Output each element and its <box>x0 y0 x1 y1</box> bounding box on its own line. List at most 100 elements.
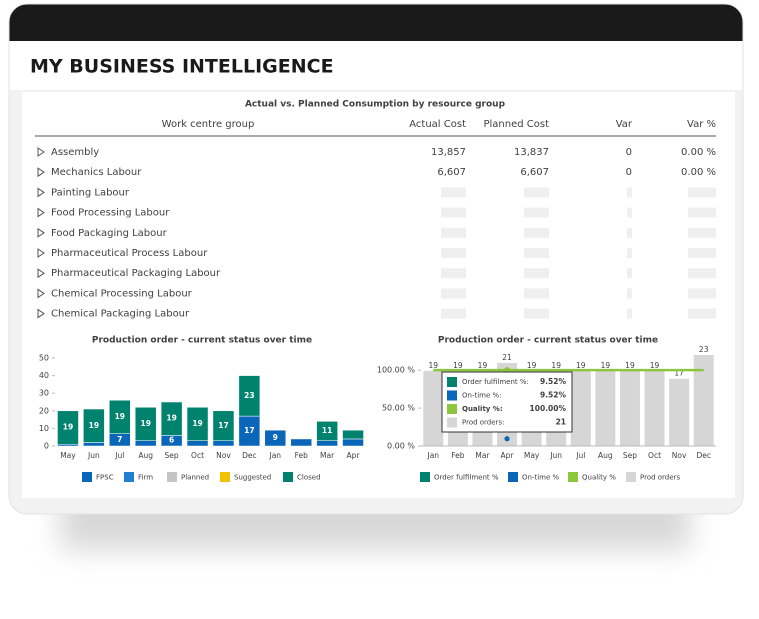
cell-placeholder <box>688 268 716 279</box>
page-title: MY BUSINESS INTELLIGENCE <box>30 56 334 78</box>
legend-label: FPSC <box>96 474 114 482</box>
row-label: Mechanics Labour <box>51 167 142 178</box>
data-label: 23 <box>699 345 709 354</box>
data-label: 17 <box>218 421 228 430</box>
bar-segment <box>238 375 261 417</box>
cell-placeholder <box>627 187 632 198</box>
cell-placeholder <box>688 308 716 319</box>
tooltip-label: Quality %: <box>462 405 503 413</box>
cell-placeholder <box>627 207 632 218</box>
point <box>504 436 510 442</box>
legend-swatch <box>626 472 636 482</box>
x-tick-label: Nov <box>672 451 687 460</box>
cell: 0 <box>626 147 632 158</box>
table-title: Actual vs. Planned Consumption by resour… <box>245 100 506 110</box>
x-tick-label: May <box>60 451 76 460</box>
x-tick-label: Aug <box>598 451 613 460</box>
legend-label: Prod orders <box>640 474 680 482</box>
cell-placeholder <box>627 308 632 319</box>
column-header: Var % <box>687 119 716 130</box>
x-tick-label: Sep <box>165 451 179 460</box>
x-tick-label: Sep <box>623 451 637 460</box>
tooltip-swatch <box>447 377 457 387</box>
tooltip <box>441 371 573 433</box>
cell-placeholder <box>627 288 632 299</box>
data-label: 7 <box>117 435 122 444</box>
cell: 6,607 <box>437 167 466 178</box>
bar-segment <box>83 442 105 447</box>
legend-swatch <box>220 472 230 482</box>
bar-segment <box>316 421 338 441</box>
bar <box>669 378 690 446</box>
row-label: Painting Labour <box>51 187 130 198</box>
expand-icon <box>37 147 45 157</box>
expand-icon <box>37 167 45 178</box>
bar <box>693 355 714 446</box>
expand-icon <box>37 227 45 238</box>
chart-title: Production order - current status over t… <box>92 336 312 346</box>
data-label: 19 <box>478 361 488 370</box>
x-tick-label: Jan <box>269 451 282 460</box>
cell-placeholder <box>688 288 716 299</box>
x-tick-label: Jan <box>427 451 440 460</box>
tooltip-swatch <box>447 417 457 428</box>
cell-placeholder <box>441 288 466 299</box>
legend-swatch <box>420 472 430 482</box>
data-label: 19 <box>63 423 73 432</box>
expand-icon <box>37 308 45 319</box>
bar-segment <box>264 429 287 447</box>
bar-segment <box>212 440 235 447</box>
bar-segment <box>134 407 157 441</box>
header <box>9 41 743 90</box>
legend-label: Suggested <box>234 474 271 482</box>
cell: 0 <box>626 167 632 178</box>
tooltip-value: 100.00% <box>530 404 567 413</box>
x-tick-label: May <box>524 451 540 460</box>
cell: 6,607 <box>520 167 549 178</box>
tooltip-label: Order fulfilment %: <box>462 378 529 386</box>
column-header: Work centre group <box>162 119 255 130</box>
cell-placeholder <box>441 227 466 238</box>
bar-segment <box>186 407 209 441</box>
cell: 0.00 % <box>681 147 716 158</box>
bar-segment <box>160 401 183 436</box>
data-label: 19 <box>650 361 660 370</box>
legend-swatch <box>283 472 293 482</box>
data-label: 19 <box>601 361 611 370</box>
legend-swatch <box>508 472 518 482</box>
bar-segment <box>134 440 157 447</box>
x-tick-label: Aug <box>138 451 153 460</box>
column-header: Planned Cost <box>483 119 549 130</box>
y-tick-label: 100.00 % <box>377 366 416 375</box>
x-tick-label: Oct <box>648 451 661 460</box>
data-label: 19 <box>115 412 125 421</box>
bar <box>423 370 444 446</box>
cell-placeholder <box>524 288 549 299</box>
cell-placeholder <box>524 227 549 238</box>
row-label: Chemical Packaging Labour <box>51 309 190 320</box>
bar-segment <box>109 399 131 434</box>
bar-segment <box>57 410 79 445</box>
x-tick-label: Nov <box>216 451 231 460</box>
data-label: 19 <box>192 419 202 428</box>
x-tick-label: Mar <box>320 451 335 460</box>
bar-segment <box>57 443 79 447</box>
data-label: 19 <box>625 361 635 370</box>
bar-segment <box>342 429 364 440</box>
legend-swatch <box>124 472 134 482</box>
x-tick-label: Mar <box>475 451 490 460</box>
row-label: Chemical Processing Labour <box>51 288 193 299</box>
cell: 0.00 % <box>681 167 716 178</box>
legend-swatch <box>167 472 177 482</box>
cell-placeholder <box>627 268 632 279</box>
cell-placeholder <box>524 207 549 218</box>
bar-segment <box>290 438 312 447</box>
column-header: Var <box>616 119 633 130</box>
top-bar <box>9 4 743 41</box>
chart-title: Production order - current status over t… <box>438 336 658 346</box>
legend-label: On-time % <box>522 474 560 482</box>
tooltip-value: 9.52% <box>540 377 567 386</box>
cell-placeholder <box>627 227 632 238</box>
